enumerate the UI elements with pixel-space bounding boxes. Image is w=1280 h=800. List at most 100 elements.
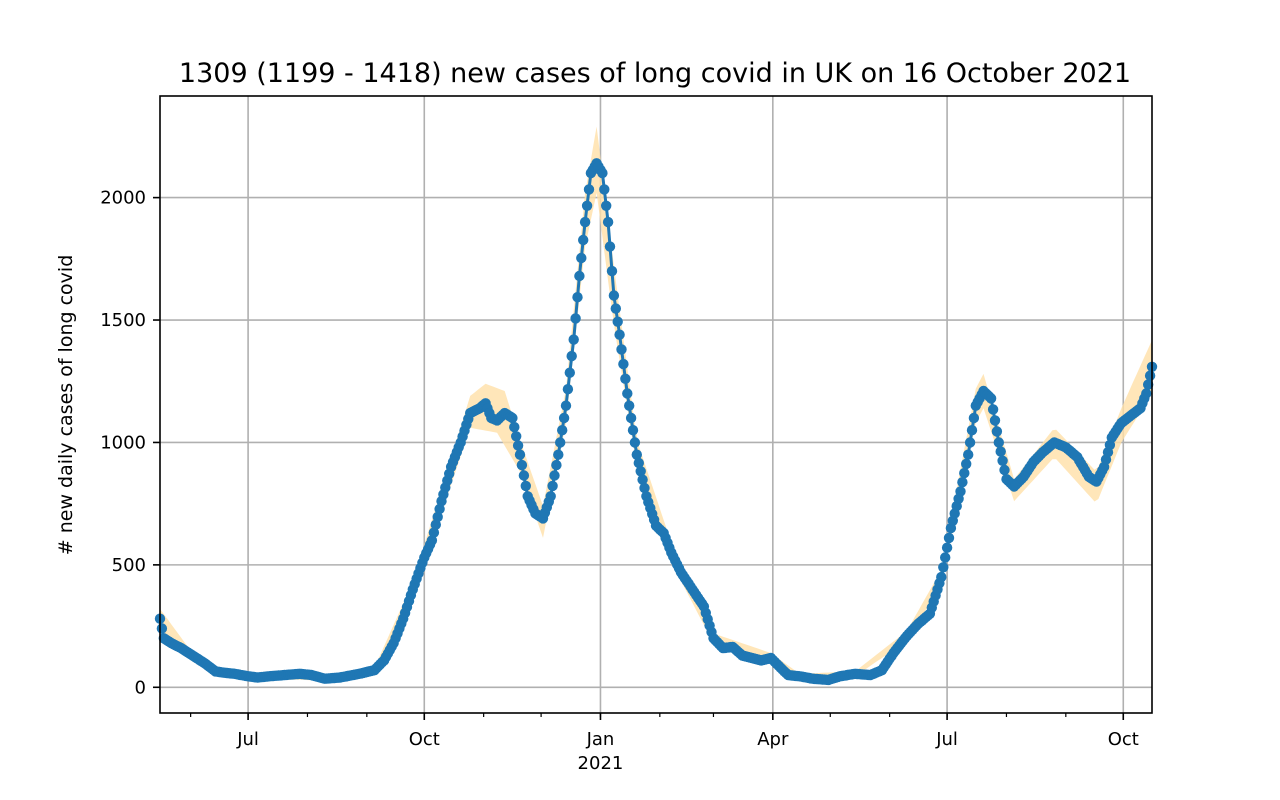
data-point — [583, 184, 595, 195]
data-point — [966, 425, 978, 436]
data-point — [509, 421, 520, 433]
data-point — [997, 455, 1008, 466]
x-tick-label: Oct — [1108, 729, 1139, 750]
data-point — [629, 437, 641, 448]
data-point — [624, 400, 635, 411]
data-point — [597, 167, 608, 179]
data-point — [637, 474, 648, 485]
data-point — [633, 457, 644, 469]
y-tick-label: 1500 — [100, 310, 146, 331]
x-tick-label: Oct — [409, 729, 440, 750]
data-point — [622, 388, 633, 399]
data-point — [434, 503, 445, 515]
data-point — [432, 511, 443, 523]
data-point — [551, 459, 562, 471]
series-points — [154, 158, 1158, 686]
data-point — [612, 316, 623, 327]
gridlines — [160, 96, 1152, 713]
data-point — [564, 367, 575, 378]
data-point — [627, 425, 639, 436]
y-tick-label: 2000 — [100, 188, 146, 209]
data-point — [568, 334, 579, 345]
data-point — [547, 480, 558, 492]
data-point — [936, 571, 947, 583]
data-point — [545, 491, 556, 502]
data-point — [520, 480, 531, 492]
data-point — [518, 470, 530, 481]
data-point — [507, 412, 518, 424]
data-point — [1141, 388, 1152, 399]
y-tick-label: 500 — [112, 555, 146, 576]
data-point — [428, 527, 440, 538]
data-point — [576, 252, 587, 264]
data-point — [558, 412, 570, 424]
x-tick-label: Jul — [236, 729, 259, 750]
data-point — [601, 200, 612, 211]
x-tick-label: Jul — [935, 729, 958, 750]
axis-ticks: 0 500 1000 1500 2000 Jul Oct Jan 2021 Apr Jul Oct — [100, 188, 1139, 774]
data-point — [549, 470, 560, 481]
data-point — [618, 358, 629, 370]
data-point — [430, 519, 441, 530]
data-point — [959, 467, 970, 479]
data-point — [938, 562, 949, 573]
data-point — [511, 431, 522, 442]
data-point — [606, 265, 618, 277]
data-point — [572, 292, 583, 303]
data-point — [999, 464, 1010, 476]
y-tick-label: 0 — [135, 677, 146, 698]
data-point — [604, 241, 616, 252]
data-point — [963, 449, 974, 460]
data-point — [940, 552, 951, 563]
data-point — [579, 216, 591, 228]
data-point — [620, 373, 631, 384]
data-point — [968, 412, 980, 424]
y-tick-label: 1000 — [100, 432, 146, 453]
data-point — [570, 313, 581, 324]
data-point — [989, 415, 1001, 426]
x-tick-sublabel: 2021 — [578, 753, 624, 774]
data-point — [514, 449, 526, 460]
data-point — [562, 384, 574, 395]
data-point — [581, 200, 593, 211]
chart-title: 1309 (1199 - 1418) new cases of long cov… — [179, 58, 1131, 89]
data-point — [987, 404, 999, 415]
data-point — [426, 535, 438, 546]
data-point — [557, 425, 568, 436]
data-point — [625, 412, 637, 424]
data-point — [993, 437, 1004, 448]
data-point — [566, 350, 577, 362]
data-point — [631, 449, 642, 460]
data-point — [943, 532, 955, 544]
data-point — [610, 303, 621, 314]
plot-frame — [159, 95, 1153, 714]
x-tick-label: Apr — [757, 729, 789, 750]
data-point — [941, 542, 953, 553]
data-point — [516, 459, 528, 471]
data-point — [608, 290, 620, 301]
data-point — [957, 477, 968, 488]
data-point — [995, 446, 1006, 457]
data-point — [599, 184, 610, 195]
data-point — [955, 486, 966, 497]
data-point — [1144, 370, 1156, 381]
data-point — [578, 234, 589, 246]
data-point — [574, 270, 585, 282]
data-point — [553, 449, 564, 460]
data-point — [512, 440, 524, 451]
data-point — [560, 400, 572, 411]
x-tick-label: Jan — [586, 729, 615, 750]
y-axis-label: # new daily cases of long covid — [55, 255, 77, 555]
data-point — [961, 458, 972, 470]
data-point — [639, 482, 650, 494]
data-point — [602, 216, 614, 228]
data-point — [985, 393, 997, 404]
data-point — [614, 329, 625, 340]
data-point — [156, 623, 168, 634]
data-point — [991, 426, 1003, 437]
data-point — [1143, 379, 1154, 390]
data-point — [635, 466, 646, 477]
data-point — [555, 437, 566, 448]
data-point — [964, 437, 976, 448]
